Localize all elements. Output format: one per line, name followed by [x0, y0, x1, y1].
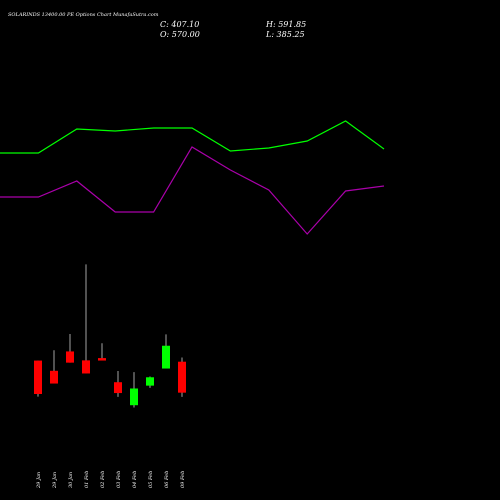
- x-tick-label: 29 Jan: [52, 472, 58, 489]
- candle-body: [66, 351, 74, 363]
- close-readout: C: 407.10: [160, 20, 199, 29]
- x-tick-label: 05 Feb: [148, 471, 154, 488]
- candle-body: [98, 358, 106, 361]
- candle: [66, 333, 74, 363]
- candle: [178, 357, 186, 397]
- x-tick-label: 30 Jan: [68, 472, 74, 488]
- open-readout: O: 570.00: [160, 30, 200, 39]
- candle: [130, 372, 138, 408]
- candle: [146, 376, 154, 388]
- candle-body: [178, 361, 186, 393]
- x-axis-labels: 29 Jan 29 Jan 30 Jan 01 Feb 02 Feb 03 Feb 04 F…: [36, 471, 186, 489]
- x-tick-label: 04 Feb: [132, 471, 138, 488]
- candle-body: [130, 388, 138, 406]
- candle: [162, 334, 170, 369]
- x-tick-label: 02 Feb: [100, 471, 106, 488]
- candle: [34, 360, 42, 397]
- candles: [34, 264, 186, 408]
- x-tick-label: 01 Feb: [84, 471, 90, 488]
- x-tick-label: 03 Feb: [116, 471, 122, 488]
- low-readout: L: 385.25: [265, 30, 305, 39]
- candle-body: [114, 382, 122, 394]
- indicator-lines: [0, 120, 385, 235]
- chart-title: SOLARINDS 13400.00 PE Options Chart Muna…: [8, 12, 159, 18]
- candle-body: [34, 360, 42, 394]
- candle-body: [146, 377, 154, 386]
- candle: [82, 264, 90, 374]
- candle: [114, 371, 122, 397]
- candle: [98, 343, 106, 361]
- candle-body: [50, 370, 58, 384]
- candle: [50, 350, 58, 384]
- lower-indicator-line: [0, 146, 385, 235]
- x-tick-label: 29 Jan: [36, 472, 42, 489]
- candle-body: [162, 345, 170, 369]
- candle-body: [82, 360, 90, 374]
- high-readout: H: 591.85: [265, 20, 306, 29]
- x-tick-label: 09 Feb: [180, 471, 186, 488]
- upper-indicator-line: [0, 120, 385, 154]
- x-tick-label: 06 Feb: [164, 471, 170, 488]
